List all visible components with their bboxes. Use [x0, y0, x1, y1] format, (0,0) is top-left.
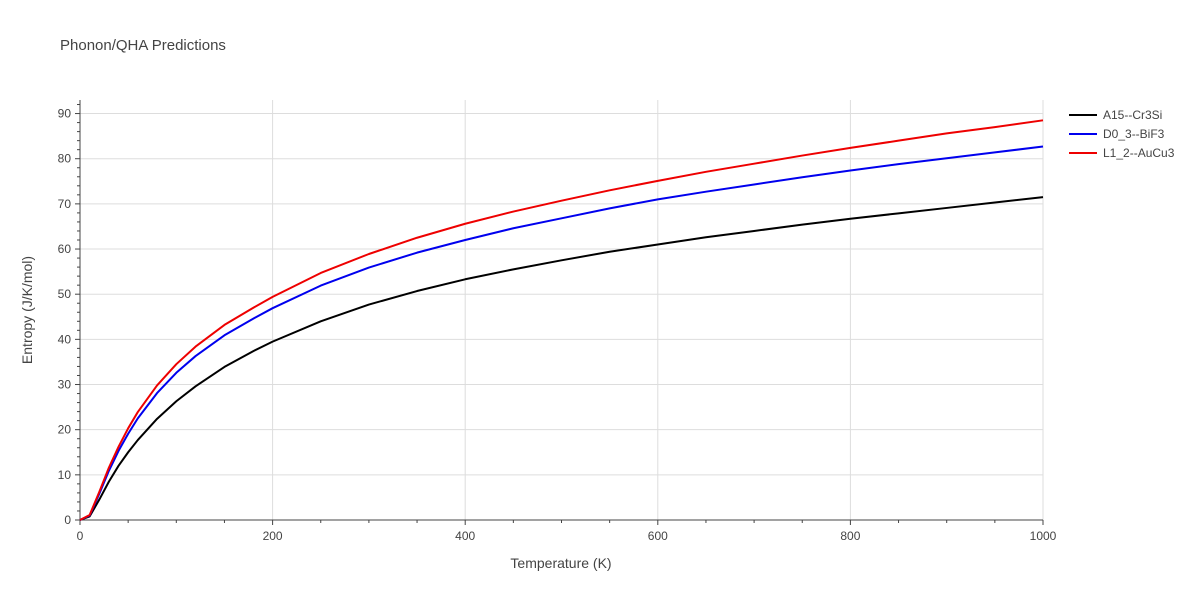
grid: [80, 100, 1044, 520]
x-tick-label: 600: [648, 529, 668, 543]
y-tick-label: 90: [58, 107, 72, 121]
series-line-l1-2-aucu3: [79, 119, 1044, 521]
legend-label-l1-2-aucu3[interactable]: L1_2--AuCu3: [1103, 146, 1175, 160]
x-tick-label: 800: [840, 529, 860, 543]
y-axis-title: Entropy (J/K/mol): [19, 256, 35, 364]
x-tick-label: 1000: [1030, 529, 1057, 543]
y-tick-label: 60: [58, 242, 72, 256]
legend: A15--Cr3Si D0_3--BiF3 L1_2--AuCu3: [1069, 108, 1175, 160]
x-tick-label: 200: [263, 529, 283, 543]
x-tick-label: 0: [77, 529, 84, 543]
y-tick-label: 50: [58, 287, 72, 301]
y-tick-label: 40: [58, 332, 72, 346]
y-tick-label: 80: [58, 152, 72, 166]
y-tick-label: 30: [58, 378, 72, 392]
chart-title: Phonon/QHA Predictions: [60, 37, 226, 54]
series-layer: [79, 119, 1044, 521]
legend-label-d0-3-bif3[interactable]: D0_3--BiF3: [1103, 127, 1165, 141]
axes: 0 10 20 30 40 50 60 70 80 90 0 200 400 600 800 1000: [58, 100, 1057, 543]
legend-label-a15-cr3si[interactable]: A15--Cr3Si: [1103, 108, 1162, 122]
y-tick-label: 20: [58, 423, 72, 437]
y-tick-label: 10: [58, 468, 72, 482]
y-tick-label: 0: [64, 513, 71, 527]
series-line-a15-cr3si: [79, 196, 1044, 521]
series-line-d0-3-bif3: [79, 145, 1044, 521]
y-tick-label: 70: [58, 197, 72, 211]
x-tick-label: 400: [455, 529, 475, 543]
x-axis-title: Temperature (K): [510, 555, 611, 571]
